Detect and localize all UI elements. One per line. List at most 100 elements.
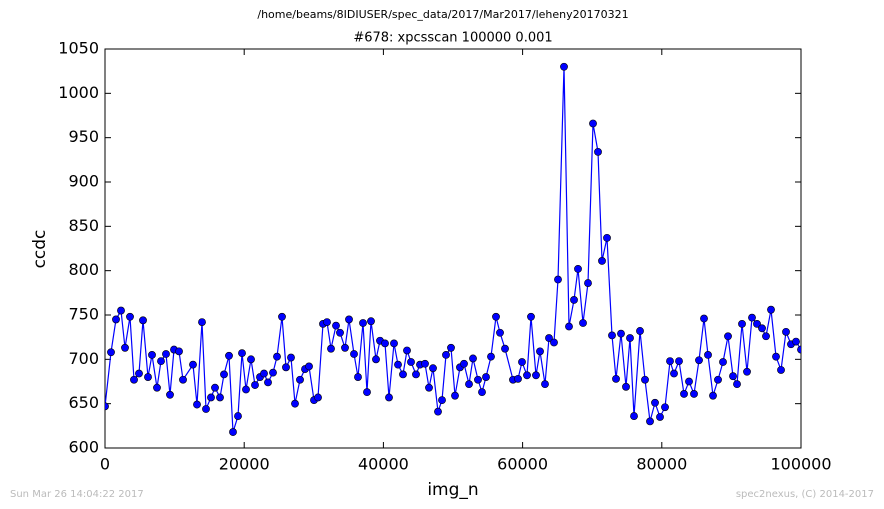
point <box>442 350 450 359</box>
point <box>570 296 578 304</box>
point <box>523 371 531 380</box>
point <box>465 380 473 389</box>
point <box>451 391 459 400</box>
point <box>189 360 197 369</box>
point <box>412 370 420 379</box>
point <box>753 319 761 328</box>
point <box>758 324 766 333</box>
plot-frame <box>104 48 802 449</box>
point <box>247 355 255 364</box>
point <box>273 352 281 361</box>
y-tick-label: 700 <box>68 349 99 368</box>
point <box>148 350 156 359</box>
point <box>323 318 331 326</box>
point <box>527 312 535 321</box>
point <box>447 343 455 352</box>
point <box>117 306 125 315</box>
point <box>469 354 477 363</box>
point <box>782 327 790 336</box>
point <box>153 383 161 392</box>
point <box>733 380 741 389</box>
point <box>550 338 558 347</box>
point <box>345 315 353 324</box>
point <box>608 331 616 340</box>
footer-left: Sun Mar 26 14:04:22 2017 <box>10 489 144 500</box>
point <box>198 318 206 326</box>
point <box>496 328 504 337</box>
point <box>336 328 344 337</box>
point <box>767 305 775 314</box>
y-tick-label: 1050 <box>58 39 99 58</box>
chart-title: #678: xpcsscan 100000 0.001 <box>353 31 552 46</box>
point <box>554 275 562 284</box>
point <box>584 279 592 287</box>
point <box>278 312 286 321</box>
y-axis-label: ccdc <box>30 230 50 269</box>
point <box>626 334 634 342</box>
point <box>296 375 304 384</box>
header: /home/beams/8IDIUSER/spec_data/2017/Mar2… <box>257 8 628 21</box>
point <box>264 378 272 387</box>
point <box>492 312 500 321</box>
point <box>501 344 509 353</box>
point <box>560 62 568 71</box>
point <box>641 375 649 384</box>
point <box>354 373 362 381</box>
point <box>385 393 393 402</box>
point <box>332 321 340 330</box>
point <box>166 390 174 399</box>
point <box>661 403 669 412</box>
point <box>797 345 801 354</box>
point <box>565 322 573 331</box>
point <box>363 388 371 397</box>
point <box>685 377 693 386</box>
y-tick-label: 600 <box>68 438 99 457</box>
point <box>381 339 389 348</box>
series-line <box>105 66 801 433</box>
point <box>144 373 152 381</box>
point <box>482 373 490 381</box>
y-tick-label: 950 <box>68 127 99 146</box>
point <box>772 352 780 361</box>
point <box>291 399 299 408</box>
point <box>636 327 644 335</box>
point <box>341 343 349 352</box>
point <box>589 119 597 128</box>
point <box>709 391 717 400</box>
point <box>670 369 678 378</box>
y-tick-label: 850 <box>68 216 99 235</box>
y-tick-label: 900 <box>68 172 99 191</box>
point <box>729 372 737 381</box>
point <box>651 398 659 407</box>
point <box>541 380 549 389</box>
point <box>434 407 442 416</box>
point <box>514 374 522 383</box>
point <box>777 366 785 374</box>
point <box>407 358 415 366</box>
point <box>282 363 290 372</box>
point <box>719 358 727 366</box>
point <box>474 375 482 384</box>
point <box>135 369 143 378</box>
point <box>314 393 322 402</box>
point <box>690 390 698 398</box>
point <box>130 375 138 384</box>
x-tick-label: 100000 <box>770 455 831 474</box>
x-axis-label: img_n <box>427 480 478 500</box>
point <box>305 362 313 371</box>
point <box>612 374 620 383</box>
point <box>792 337 800 346</box>
point <box>762 332 770 341</box>
point <box>438 396 446 405</box>
y-tick-label: 800 <box>68 260 99 279</box>
point <box>429 364 437 373</box>
point <box>646 417 654 426</box>
point <box>367 317 375 326</box>
x-tick-label: 40000 <box>358 455 409 474</box>
y-tick-label: 1000 <box>58 83 99 102</box>
point <box>603 233 611 242</box>
point <box>390 339 398 348</box>
point <box>112 315 120 324</box>
point <box>617 329 625 338</box>
